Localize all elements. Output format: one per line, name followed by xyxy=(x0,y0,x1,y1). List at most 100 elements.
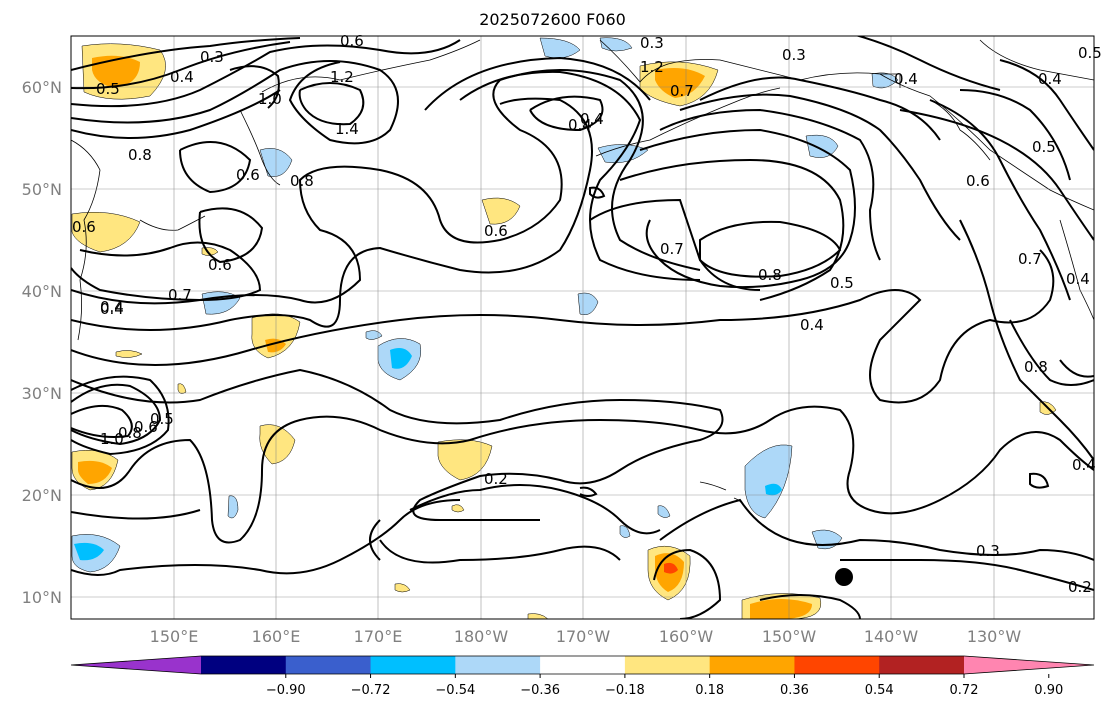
contour-line xyxy=(71,89,281,139)
coastline xyxy=(599,39,1094,211)
colorbar-outline xyxy=(70,655,1095,675)
contour-label: 0.6 xyxy=(72,218,96,236)
contour-label: 0.3 xyxy=(976,542,1000,560)
contour-label: 0.4 xyxy=(568,116,592,134)
contour-label: 0.5 xyxy=(96,80,120,98)
lon-label: 150°W xyxy=(762,627,817,646)
contour-label: 0.7 xyxy=(660,240,684,258)
contour-label: 0.8 xyxy=(128,146,152,164)
contour-line xyxy=(959,89,1071,181)
positive-anomaly-patch xyxy=(71,211,141,253)
positive-anomaly-patch xyxy=(527,613,549,619)
positive-anomaly-patch xyxy=(259,424,296,465)
contour-line xyxy=(529,95,604,132)
contour-label: 0.2 xyxy=(1068,578,1092,596)
contour-line xyxy=(298,82,365,126)
contour-line xyxy=(855,36,1001,91)
contour-line xyxy=(71,383,162,446)
contour-label-layer: 0.3 0.4 0.5 0.6 1.2 1.0 1.4 0.8 0.6 0.6 … xyxy=(72,32,1102,596)
negative-anomaly-patch xyxy=(871,72,899,89)
contour-label: 0.7 xyxy=(670,82,694,100)
contour-line xyxy=(71,405,1094,544)
contour-line xyxy=(71,37,301,71)
contour-line xyxy=(71,249,1055,404)
contour-label: 0.4 xyxy=(894,70,918,88)
colorbar-tick-label: −0.72 xyxy=(351,683,391,698)
colorbar-segment xyxy=(285,656,372,674)
lat-label: 40°N xyxy=(22,282,62,301)
lat-label: 30°N xyxy=(22,384,62,403)
positive-anomaly-core xyxy=(655,68,705,98)
positive-anomaly-patch xyxy=(394,583,411,593)
lat-label: 50°N xyxy=(22,180,62,199)
lon-axis: 150°E 160°E 170°E 180°W 170°W 160°W 150°… xyxy=(150,627,1022,646)
colorbar-segment xyxy=(879,656,965,674)
contour-line xyxy=(899,109,1094,241)
location-marker xyxy=(835,568,853,586)
contour-line xyxy=(999,59,1094,151)
coastline xyxy=(1059,219,1094,321)
contour-line xyxy=(71,509,201,520)
contour-label: 0.4 xyxy=(1038,70,1062,88)
lon-label: 170°E xyxy=(354,627,403,646)
contour-line xyxy=(424,56,651,111)
positive-anomaly-patch xyxy=(177,383,187,394)
lon-label: 160°E xyxy=(252,627,301,646)
contour-label: 0.8 xyxy=(290,172,314,190)
lon-label: 140°W xyxy=(864,627,919,646)
contour-label: 0.4 xyxy=(1072,456,1096,474)
colorbar-tick-label: −0.90 xyxy=(266,683,306,698)
contour-line xyxy=(959,219,1094,461)
positive-anomaly-patch xyxy=(451,504,465,513)
colorbar-extension-min xyxy=(71,656,201,674)
contour-line xyxy=(409,484,661,535)
lon-label: 170°W xyxy=(556,627,611,646)
colorbar-segment xyxy=(794,656,880,674)
lon-label: 130°W xyxy=(967,627,1022,646)
contour-label: 1.0 xyxy=(100,430,124,448)
contour-label: 0.5 xyxy=(1032,138,1056,156)
contour-label: 0.4 xyxy=(800,316,824,334)
colorbar-tick-label: 0.36 xyxy=(780,683,809,698)
contour-line xyxy=(619,158,845,301)
contour-line xyxy=(659,498,1094,561)
coastline xyxy=(880,39,1094,88)
contour-line xyxy=(71,241,262,302)
contour-label: 0.8 xyxy=(758,266,782,284)
contour-line xyxy=(369,519,381,561)
colorbar-segment xyxy=(455,656,541,674)
contour-label: 0.4 xyxy=(580,110,604,128)
positive-anomaly-patch xyxy=(115,350,143,358)
contour-label: 0.6 xyxy=(966,172,990,190)
contour-label: 0.6 xyxy=(340,32,364,50)
lon-label: 160°W xyxy=(659,627,714,646)
colorbar-tick-label: 0.90 xyxy=(1034,683,1063,698)
positive-anomaly-patch xyxy=(481,197,521,225)
contour-line xyxy=(198,207,264,264)
positive-anomaly-core xyxy=(78,460,112,484)
coastline xyxy=(261,39,481,93)
contour-label: 1.4 xyxy=(335,120,359,138)
lat-label: 60°N xyxy=(22,78,62,97)
contour-label: 0.5 xyxy=(830,274,854,292)
contour-line xyxy=(1029,472,1050,489)
negative-anomaly-core xyxy=(74,542,104,561)
contour-label: 1.2 xyxy=(330,68,354,86)
contour-label: 0.5 xyxy=(1078,44,1102,62)
coastline xyxy=(71,139,101,341)
lon-label: 150°E xyxy=(150,627,199,646)
contour-line xyxy=(589,198,761,291)
contour-label: 1.2 xyxy=(640,58,664,76)
colorbar-tick-label: 0.54 xyxy=(865,683,894,698)
contour-label: 0.8 xyxy=(1024,358,1048,376)
colorbar-tick-label: −0.54 xyxy=(435,683,475,698)
coastline xyxy=(929,99,991,161)
contour-line xyxy=(71,39,461,108)
negative-anomaly-patch xyxy=(619,525,631,538)
contour-line xyxy=(71,60,399,145)
negative-anomaly-patch xyxy=(805,134,839,158)
contour-line xyxy=(71,41,291,90)
lat-label: 10°N xyxy=(22,588,62,607)
positive-anomaly-core xyxy=(92,55,140,88)
